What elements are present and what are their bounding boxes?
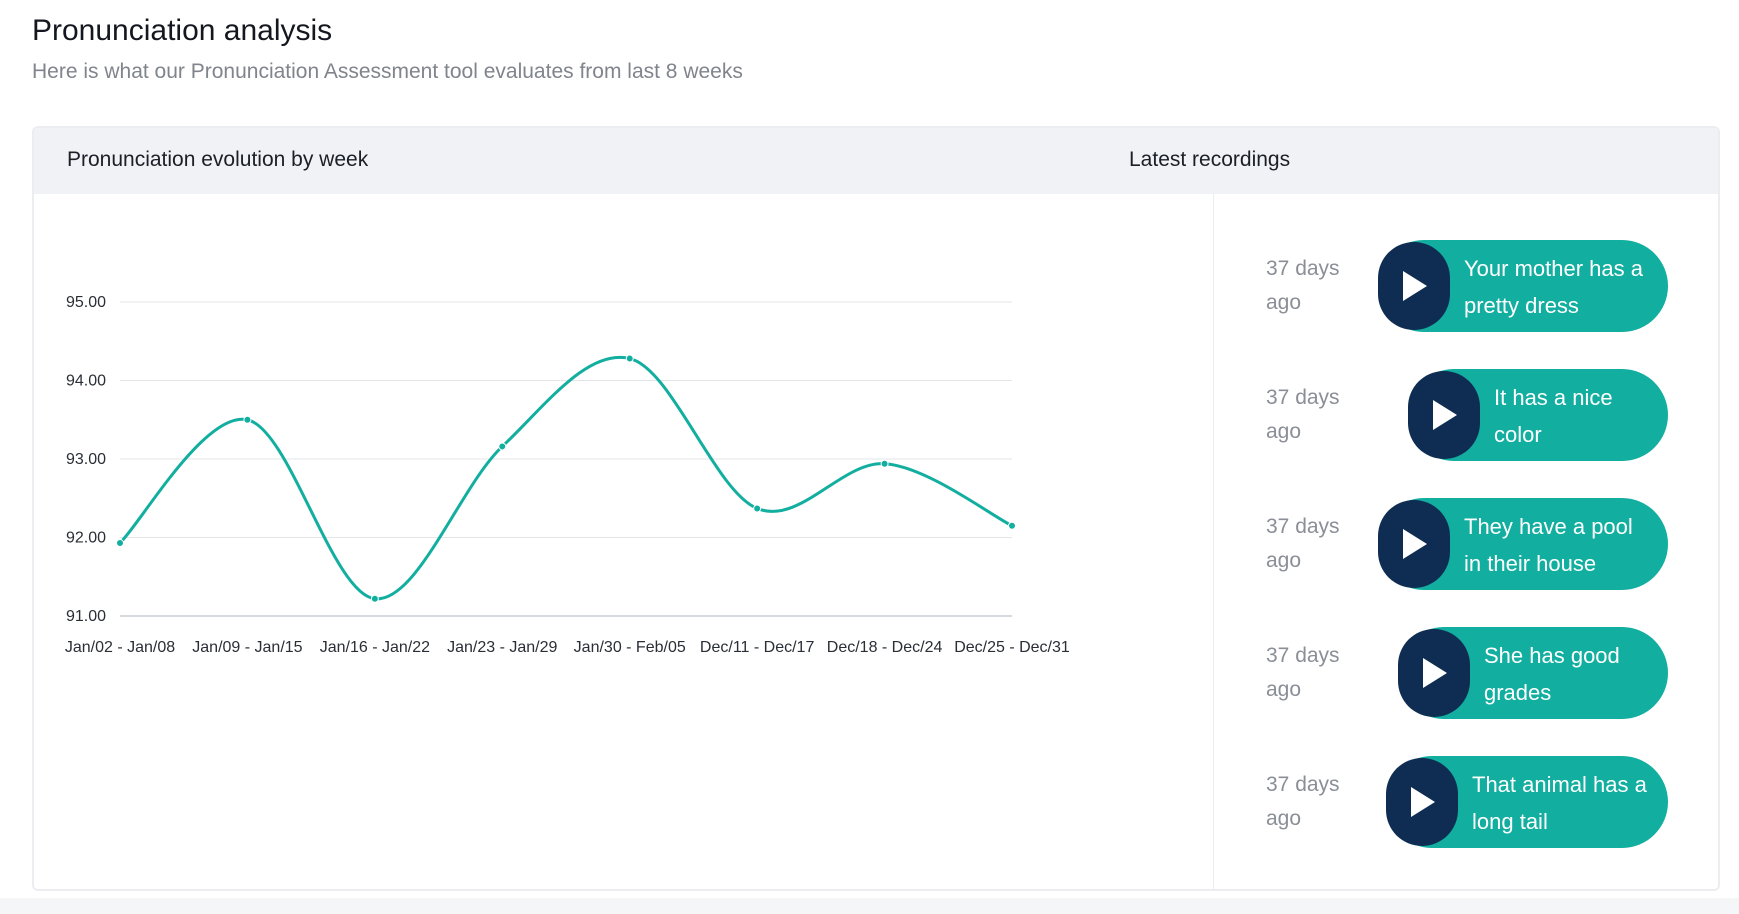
y-tick-label: 95.00 bbox=[66, 294, 106, 311]
y-axis-ticks: 91.00 92.00 93.00 94.00 95.00 bbox=[66, 294, 106, 625]
play-icon bbox=[1408, 371, 1480, 459]
recording-item: 37 days ago That animal has a long tail bbox=[1214, 756, 1718, 852]
data-point bbox=[625, 354, 634, 363]
x-axis-ticks: Jan/02 - Jan/08 Jan/09 - Jan/15 Jan/16 - J… bbox=[65, 639, 1070, 656]
play-icon bbox=[1386, 758, 1458, 846]
data-point bbox=[498, 442, 507, 451]
recording-item: 37 days ago She has good grades bbox=[1214, 627, 1718, 723]
recording-age: 37 days ago bbox=[1266, 515, 1340, 572]
recording-age: 37 days ago bbox=[1266, 386, 1340, 443]
play-icon bbox=[1378, 500, 1450, 588]
data-point bbox=[370, 594, 379, 603]
chart-panel-title: Pronunciation evolution by week bbox=[67, 148, 369, 171]
recording-text: It has a nice color bbox=[1494, 385, 1613, 447]
play-icon bbox=[1378, 242, 1450, 330]
recording-item: 37 days ago They have a pool in their ho… bbox=[1214, 498, 1718, 594]
recordings-panel-title: Latest recordings bbox=[1129, 148, 1291, 171]
x-tick-label: Jan/30 - Feb/05 bbox=[574, 639, 686, 656]
x-tick-label: Jan/02 - Jan/08 bbox=[65, 639, 175, 656]
chart-grid bbox=[120, 301, 1012, 617]
y-tick-label: 93.00 bbox=[66, 451, 106, 468]
recording-play-button[interactable]: She has good grades bbox=[1398, 627, 1668, 719]
recordings-list: 37 days ago Your mother has a pretty dre… bbox=[1214, 194, 1718, 889]
recording-item: 37 days ago It has a nice color bbox=[1214, 369, 1718, 465]
card-header: Pronunciation evolution by week Latest r… bbox=[34, 128, 1718, 194]
page-subtitle: Here is what our Pronunciation Assessmen… bbox=[32, 60, 743, 83]
data-point bbox=[880, 459, 889, 468]
recording-play-button[interactable]: They have a pool in their house bbox=[1378, 498, 1668, 590]
recording-play-button[interactable]: That animal has a long tail bbox=[1386, 756, 1668, 848]
data-point bbox=[1008, 521, 1016, 530]
play-icon bbox=[1398, 629, 1470, 717]
x-tick-label: Jan/23 - Jan/29 bbox=[447, 639, 557, 656]
analysis-card: Pronunciation evolution by week Latest r… bbox=[32, 126, 1720, 891]
y-tick-label: 92.00 bbox=[66, 530, 106, 547]
panel-divider bbox=[1213, 194, 1214, 889]
recording-text: Your mother has a pretty dress bbox=[1464, 256, 1643, 318]
series-line bbox=[118, 355, 1013, 601]
recording-age: 37 days ago bbox=[1266, 644, 1340, 701]
data-point bbox=[116, 538, 124, 547]
pronunciation-line-chart: 91.00 92.00 93.00 94.00 95.00 Jan/02 - Jan/0… bbox=[65, 294, 1070, 656]
recording-text: They have a pool in their house bbox=[1464, 514, 1633, 576]
series-points bbox=[116, 354, 1016, 603]
x-tick-label: Dec/11 - Dec/17 bbox=[700, 639, 815, 656]
y-tick-label: 91.00 bbox=[66, 608, 106, 625]
recording-text: She has good grades bbox=[1484, 643, 1620, 705]
x-tick-label: Dec/25 - Dec/31 bbox=[954, 639, 1070, 656]
recording-text: That animal has a long tail bbox=[1472, 772, 1647, 834]
page-title: Pronunciation analysis bbox=[32, 14, 333, 47]
recording-age: 37 days ago bbox=[1266, 773, 1340, 830]
x-tick-label: Jan/16 - Jan/22 bbox=[320, 639, 430, 656]
data-point bbox=[753, 504, 762, 513]
recording-play-button[interactable]: It has a nice color bbox=[1408, 369, 1668, 461]
x-tick-label: Dec/18 - Dec/24 bbox=[827, 639, 943, 656]
recording-play-button[interactable]: Your mother has a pretty dress bbox=[1378, 240, 1668, 332]
page-footer-strip bbox=[0, 898, 1739, 914]
recording-item: 37 days ago Your mother has a pretty dre… bbox=[1214, 240, 1718, 336]
recording-age: 37 days ago bbox=[1266, 257, 1340, 314]
data-point bbox=[243, 415, 252, 424]
x-tick-label: Jan/09 - Jan/15 bbox=[192, 639, 302, 656]
y-tick-label: 94.00 bbox=[66, 373, 106, 390]
